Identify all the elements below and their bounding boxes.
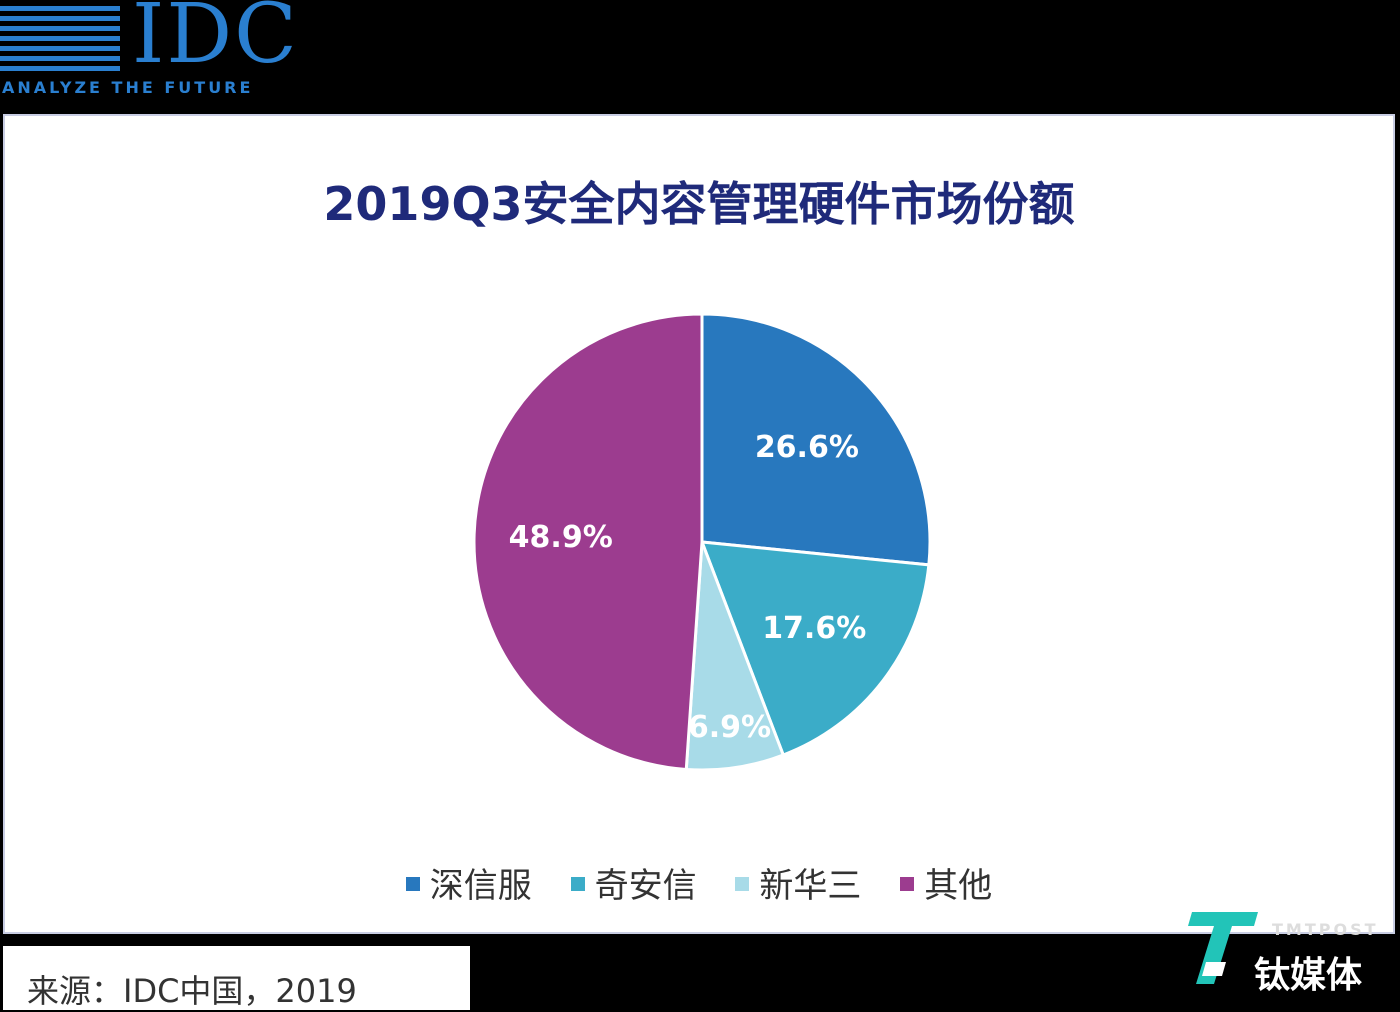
legend-label: 其他 xyxy=(924,866,993,906)
data-label-3: 48.9% xyxy=(509,520,613,555)
data-label-2: 6.9% xyxy=(688,710,771,745)
logo-tagline: ANALYZE THE FUTURE xyxy=(2,78,254,97)
legend-label: 新华三 xyxy=(759,866,862,906)
pie-chart: 26.6% 17.6% 6.9% 48.9% xyxy=(472,312,932,772)
chart-panel: 2019Q3安全内容管理硬件市场份额 26.6% 17.6% 6.9% 48.9% 深… xyxy=(3,114,1395,934)
source-note: 来源：IDC中国，2019 xyxy=(27,972,357,1010)
legend-swatch-0 xyxy=(405,876,420,891)
watermark-post-text: TMTPOST xyxy=(1272,920,1379,939)
tmtpost-logo-icon xyxy=(1188,912,1258,984)
legend-item: 其他 xyxy=(900,858,992,907)
legend-label: 奇安信 xyxy=(594,866,697,906)
pie-slice-3 xyxy=(472,312,704,772)
logo-wordmark: IDC xyxy=(132,0,299,82)
legend-swatch-2 xyxy=(735,876,750,891)
legend-item: 深信服 xyxy=(405,858,532,907)
pie-slice-0 xyxy=(700,312,932,567)
data-label-1: 17.6% xyxy=(762,611,866,646)
idc-globe-icon xyxy=(0,6,120,71)
pie-slice-1 xyxy=(699,540,931,757)
data-label-0: 26.6% xyxy=(755,430,859,465)
legend-swatch-1 xyxy=(570,876,585,891)
legend-label: 深信服 xyxy=(429,866,532,906)
watermark-name: 钛媒体 xyxy=(1254,955,1363,996)
legend-item: 新华三 xyxy=(735,858,861,907)
source-box: 来源：IDC中国，2019 xyxy=(3,946,470,1010)
legend-swatch-3 xyxy=(900,876,915,891)
chart-title: 2019Q3安全内容管理硬件市场份额 xyxy=(323,177,1075,231)
legend-item: 奇安信 xyxy=(570,858,697,907)
idc-logo: IDC ANALYZE THE FUTURE xyxy=(0,0,300,100)
chart-legend: 深信服 奇安信 新华三 其他 xyxy=(5,858,1393,907)
